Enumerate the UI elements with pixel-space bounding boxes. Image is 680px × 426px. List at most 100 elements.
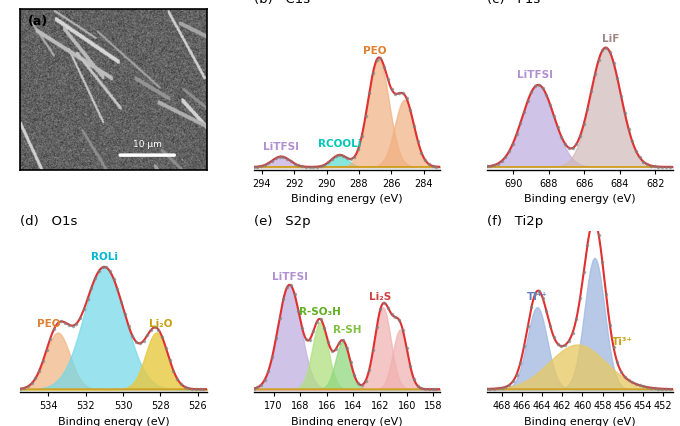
Text: Li₂S: Li₂S	[369, 292, 391, 302]
Point	[326, 347, 337, 354]
Point	[530, 83, 541, 90]
Point	[131, 338, 141, 345]
Point	[649, 163, 660, 170]
Point	[386, 311, 397, 318]
Point	[179, 383, 190, 390]
Point	[146, 326, 156, 333]
Point	[304, 164, 315, 170]
Point	[382, 304, 393, 311]
Point	[590, 218, 600, 225]
Point	[316, 163, 326, 170]
Point	[416, 385, 427, 392]
Point	[585, 88, 596, 95]
Point	[123, 322, 134, 329]
Point	[360, 377, 371, 384]
Point	[642, 384, 653, 391]
Point	[289, 291, 300, 298]
Point	[575, 295, 585, 302]
Point	[198, 386, 209, 393]
Point	[108, 276, 119, 282]
Point	[345, 155, 356, 162]
Point	[552, 124, 563, 130]
Point	[259, 376, 270, 383]
Point	[286, 282, 296, 289]
Point	[356, 132, 367, 139]
Point	[653, 385, 664, 392]
Point	[338, 153, 349, 159]
Point	[150, 324, 160, 331]
Point	[26, 380, 37, 387]
Point	[165, 357, 175, 363]
Point	[282, 155, 292, 162]
Point	[634, 154, 645, 161]
Point	[286, 158, 296, 164]
Point	[259, 161, 270, 168]
Point	[537, 85, 548, 92]
Point	[401, 345, 412, 351]
Point	[424, 386, 435, 393]
Point	[101, 264, 112, 271]
Point	[341, 345, 352, 351]
Point	[489, 385, 500, 392]
Point	[485, 163, 496, 170]
Point	[334, 339, 345, 346]
Point	[375, 55, 386, 62]
Point	[578, 121, 589, 127]
Point	[485, 386, 496, 392]
Point	[507, 378, 518, 385]
Point	[405, 363, 415, 370]
Point	[556, 133, 566, 140]
Point	[597, 47, 608, 54]
X-axis label: Binding energy (eV): Binding energy (eV)	[524, 194, 636, 204]
Point	[311, 163, 322, 170]
Point	[515, 360, 526, 366]
Point	[627, 379, 638, 386]
Point	[534, 81, 545, 88]
Point	[507, 140, 518, 147]
Point	[30, 375, 41, 382]
Point	[612, 75, 623, 81]
Point	[379, 299, 390, 306]
Point	[190, 386, 201, 392]
Point	[160, 345, 171, 351]
Point	[549, 334, 560, 340]
Point	[194, 386, 205, 393]
Point	[605, 321, 615, 328]
Point	[18, 385, 29, 391]
Point	[330, 153, 341, 160]
Point	[93, 268, 104, 274]
Text: R-SO₃H: R-SO₃H	[299, 307, 341, 317]
Point	[267, 157, 277, 164]
Point	[638, 383, 649, 390]
Point	[585, 222, 596, 229]
Point	[549, 112, 560, 119]
Text: Li₂O: Li₂O	[148, 319, 172, 329]
Point	[304, 336, 315, 343]
Point	[560, 140, 571, 147]
Point	[301, 163, 311, 170]
Point	[296, 324, 307, 331]
Point	[274, 153, 285, 160]
Point	[571, 141, 581, 148]
Point	[341, 154, 352, 161]
Point	[60, 319, 71, 326]
Point	[537, 294, 548, 301]
Point	[301, 335, 311, 342]
Point	[567, 330, 578, 337]
Point	[56, 318, 67, 325]
Point	[409, 376, 420, 383]
Point	[608, 344, 619, 351]
Point	[382, 76, 393, 83]
Point	[401, 95, 412, 102]
Text: 10 μm: 10 μm	[133, 140, 162, 149]
Point	[571, 316, 581, 322]
Point	[248, 164, 259, 170]
Point	[545, 101, 556, 108]
Point	[67, 322, 78, 329]
Point	[252, 163, 262, 170]
Point	[615, 368, 626, 375]
Point	[522, 323, 533, 330]
Point	[605, 49, 615, 55]
Point	[256, 381, 267, 388]
Point	[578, 268, 589, 275]
